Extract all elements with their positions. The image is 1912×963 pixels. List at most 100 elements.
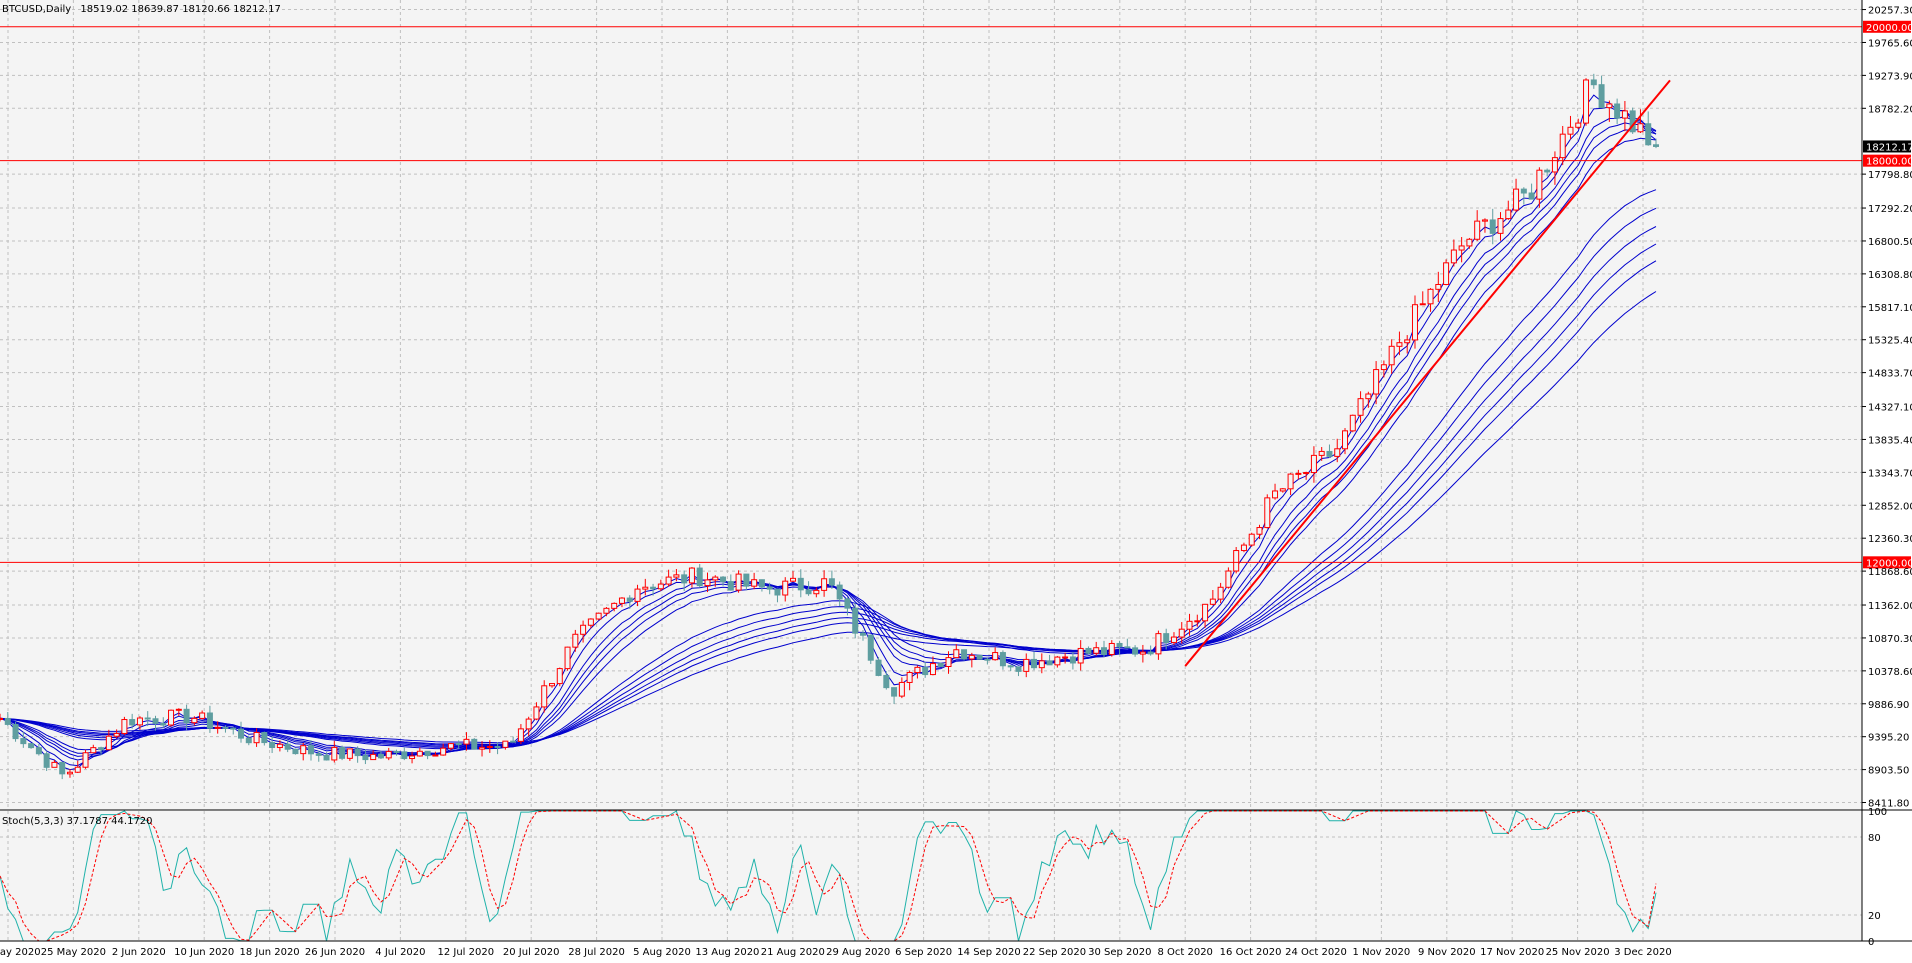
candle-body [121,719,128,734]
candle-body [331,746,338,761]
candle-body [346,748,353,759]
candle-body [206,712,213,729]
horizontal-levels: 20000.00 18000.00 12000.00 [0,20,1912,569]
candle-body [859,632,866,636]
candle-body [828,578,835,586]
price-tick-label: 13835.40 [1868,435,1912,446]
candle-body [168,709,175,726]
candle-body [992,652,999,661]
candle-body [199,712,206,719]
candle-body [1505,209,1512,220]
candle-body [1163,633,1170,643]
candle-body [1023,658,1030,672]
date-tick-label: 21 Aug 2020 [761,947,825,958]
candle-body [1069,656,1076,664]
candle-body [720,576,727,583]
price-tick-label: 12852.00 [1868,501,1912,512]
price-tick-label: 12360.30 [1868,534,1912,545]
candle-body [1575,122,1582,128]
candle-body [1349,414,1356,432]
candle-body [595,612,602,620]
candle-body [253,731,260,744]
candle-body [152,718,159,724]
candle-body [1474,220,1481,240]
level-price-tag [1863,20,1911,33]
candle-body [300,745,307,755]
candle-body [797,577,804,591]
candle-body [1536,169,1543,200]
candle-body [1186,620,1193,630]
candle-body [1334,448,1341,457]
candle-body [836,584,843,600]
price-tick-label: 9395.20 [1868,733,1909,744]
candle-body [238,728,245,739]
date-tick-label: 4 Jul 2020 [375,947,425,958]
candle-body [28,743,35,749]
stochastic-lines [0,810,1657,942]
candle-body [502,740,509,748]
price-tick-label: 14833.70 [1868,369,1912,380]
candle-body [1528,192,1535,200]
candle-body [59,761,66,775]
candle-body [564,646,571,670]
candle-body [66,771,73,775]
level-price-label: 18000.00 [1866,157,1912,168]
candle-body [1240,544,1247,552]
candle-body [867,634,874,661]
candle-body [1489,219,1496,234]
candle-body [1443,262,1450,285]
candle-body [447,743,454,749]
candle-body [727,581,734,591]
current-price-tag [1863,140,1911,153]
candle-body [0,717,3,720]
candle-body [416,750,423,757]
price-tick-label: 14327.10 [1868,403,1912,414]
candle-body [611,602,618,609]
candle-body [1147,651,1154,655]
candle-body [650,586,657,590]
candle-body [1155,633,1162,655]
candle-body [82,752,89,768]
candle-body [953,649,960,659]
price-tick-label: 10870.30 [1868,634,1912,645]
candle-body [105,735,112,751]
candle-body [1614,103,1621,119]
candle-body [284,743,291,750]
candle-body [98,747,105,751]
date-tick-label: 13 Aug 2020 [695,947,759,958]
candle-body [1481,219,1488,222]
candle-body [1194,620,1201,623]
candle-body [1038,660,1045,669]
candle-body [743,573,750,587]
candle-body [688,567,695,584]
price-tick-label: 8903.50 [1868,766,1909,777]
candle-body [307,745,314,755]
candle-body [183,708,190,724]
indicator-tick-label: 0 [1868,937,1874,948]
date-tick-label: 25 Nov 2020 [1546,947,1610,958]
candle-body [1256,527,1263,535]
price-tick-label: 20257.30 [1868,6,1912,17]
candle-body [1388,345,1395,366]
candle-body [1621,110,1628,119]
ema-line [0,94,1657,771]
candle-body [1077,647,1084,664]
candle-body [51,761,58,768]
candle-body [393,750,400,753]
candle-body [587,618,594,626]
candle-body [1124,646,1131,649]
candle-body [1248,533,1255,546]
candle-body [1015,666,1022,672]
candle-body [144,717,151,720]
candle-body [657,583,664,590]
price-tick-label: 9886.90 [1868,700,1909,711]
date-tick-label: 30 Sep 2020 [1088,947,1151,958]
candle-body [471,738,478,750]
candle-body [494,745,501,748]
candle-body [175,708,182,711]
candle-body [323,754,330,761]
candle-body [1404,339,1411,344]
candle-body [1645,123,1652,146]
candle-body [510,740,517,743]
candle-body [1217,586,1224,600]
